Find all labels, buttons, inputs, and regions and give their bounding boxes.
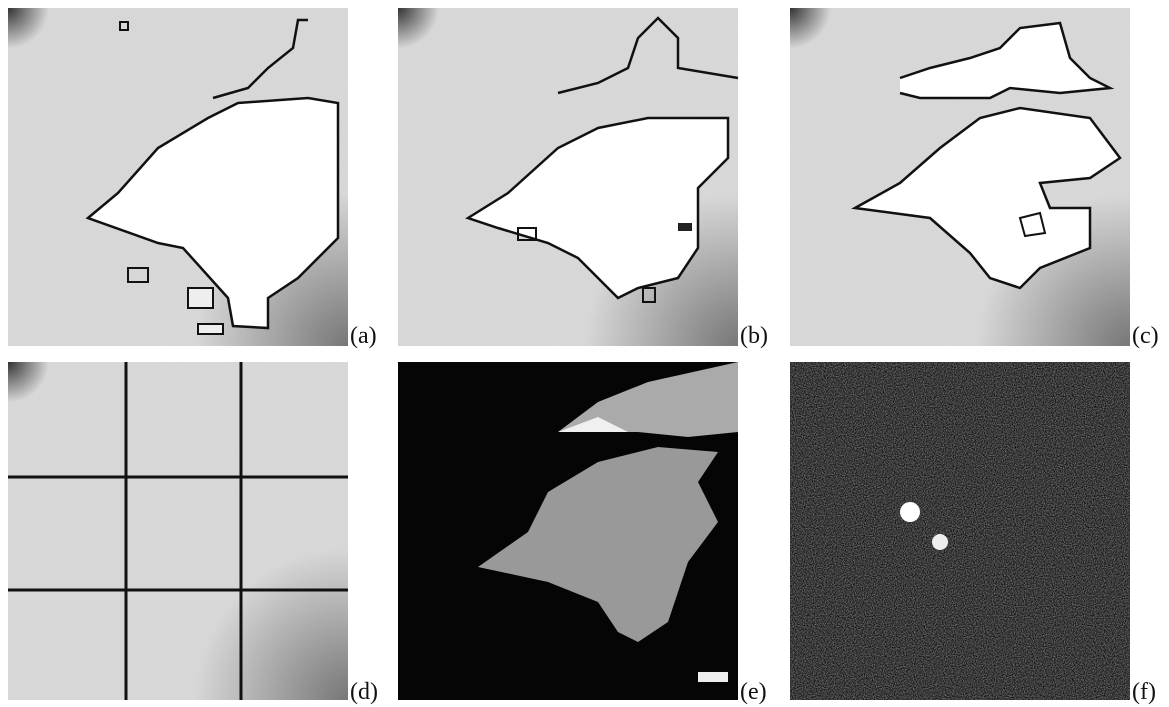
panel-f (790, 362, 1130, 700)
panel-label: (e) (740, 679, 767, 705)
panel-label: (f) (1132, 679, 1156, 705)
panel-label: (b) (740, 323, 768, 349)
panel-label: (a) (350, 323, 377, 349)
panel-a (8, 8, 348, 346)
panel-label: (d) (350, 679, 378, 705)
panel-b (398, 8, 738, 346)
panel-label: (c) (1132, 323, 1159, 349)
figure: (a) (b) (c) (d) (e) (f) (0, 0, 1169, 707)
panel-e (398, 362, 738, 700)
panel-d (8, 362, 348, 700)
panel-c (790, 8, 1130, 346)
